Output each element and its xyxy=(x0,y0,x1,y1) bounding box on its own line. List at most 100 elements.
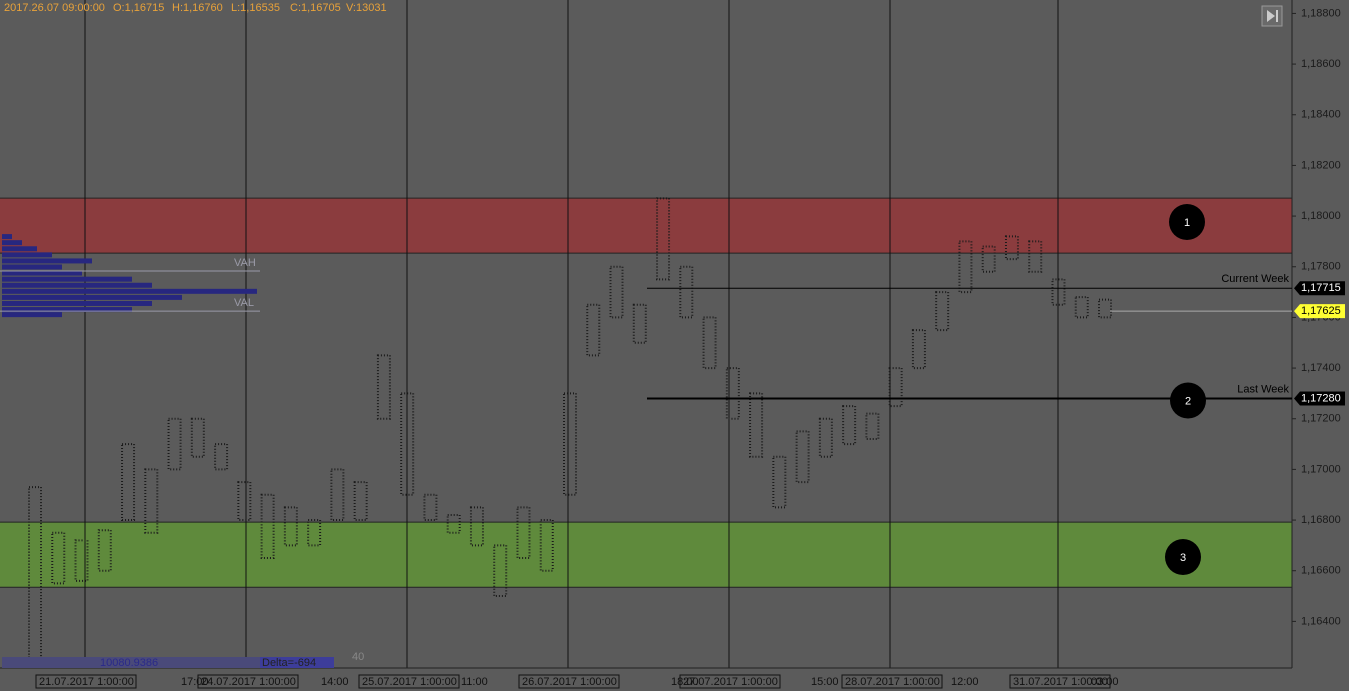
zone-marker-label: 3 xyxy=(1180,552,1186,564)
day-separators xyxy=(84,0,1059,668)
level-marker-label: 2 xyxy=(1185,395,1191,407)
profile-bar xyxy=(2,234,12,240)
price-range xyxy=(330,468,345,522)
price-range xyxy=(749,392,764,458)
x-label-box xyxy=(841,674,943,689)
price-range xyxy=(121,443,136,522)
x-tick-label: 11:00 xyxy=(461,676,488,688)
price-range xyxy=(772,455,787,509)
header-info: H:1,16760 xyxy=(172,2,223,14)
price-range xyxy=(1098,298,1112,319)
header-info: L:1,16535 xyxy=(231,2,280,14)
price-range xyxy=(307,519,322,547)
price-range xyxy=(353,481,368,522)
y-tick-label: 1,16400 xyxy=(1301,615,1341,627)
profile-bar xyxy=(2,288,257,294)
y-tick-label: 1,18200 xyxy=(1301,159,1341,171)
x-tick-label: 26.07.2017 1:00:00 xyxy=(522,676,617,688)
x-tick-label: 12:00 xyxy=(951,676,979,688)
footer-box xyxy=(260,657,334,668)
zone-marker-label: 1 xyxy=(1184,217,1190,229)
price-range xyxy=(446,513,461,534)
price-range xyxy=(214,443,229,471)
price-range xyxy=(493,544,508,598)
play-button[interactable] xyxy=(1261,5,1283,27)
price-range xyxy=(656,197,671,281)
price-range xyxy=(725,367,740,420)
x-tick-label: 14:00 xyxy=(321,676,349,688)
level-tag xyxy=(1294,281,1345,296)
header-info: V:13031 xyxy=(346,2,387,14)
x-tick-label: 15:00 xyxy=(811,676,839,688)
profile-bar xyxy=(2,264,62,270)
header-info: O:1,16715 xyxy=(113,2,164,14)
x-label-box xyxy=(679,674,781,689)
zones xyxy=(0,197,1292,588)
x-label-box xyxy=(358,674,460,689)
y-tick-label: 1,17400 xyxy=(1301,362,1341,374)
y-tick-label: 1,17000 xyxy=(1301,463,1341,475)
profile-bar xyxy=(2,240,22,246)
y-tick-label: 1,16800 xyxy=(1301,514,1341,526)
price-range xyxy=(283,506,298,547)
level-name: Last Week xyxy=(1237,383,1289,395)
y-tick-label: 1,18600 xyxy=(1301,58,1341,70)
play-icon[interactable] xyxy=(1267,10,1278,22)
y-tick-label: 1,18800 xyxy=(1301,7,1341,19)
price-range xyxy=(237,481,252,522)
price-range xyxy=(958,240,973,294)
price-range xyxy=(935,291,950,332)
price-range xyxy=(28,486,42,661)
zone xyxy=(0,198,1292,254)
level-tag-label: 1,17280 xyxy=(1301,392,1341,404)
x-tick-label: 18:00 xyxy=(671,676,699,688)
price-range xyxy=(144,468,159,534)
price-range xyxy=(74,539,89,582)
price-range xyxy=(586,303,601,357)
price-range xyxy=(423,493,438,522)
x-tick-label: 27.07.2017 1:00:00 xyxy=(683,676,778,688)
price-range xyxy=(1004,235,1019,261)
value-area-label: VAH xyxy=(234,257,256,269)
last-price-label: 1,17625 xyxy=(1301,305,1341,317)
price-range xyxy=(167,417,182,471)
footer-volume: 10080.9386 xyxy=(100,657,158,669)
footer-count: 40 xyxy=(352,651,364,663)
value-area-label: VAL xyxy=(234,297,254,309)
zone xyxy=(0,522,1292,588)
price-range xyxy=(609,265,624,319)
x-label-box xyxy=(518,674,620,689)
x-tick-label: 21.07.2017 1:00:00 xyxy=(39,676,134,688)
profile-bar xyxy=(2,258,92,264)
footer-delta: Delta=-694 xyxy=(262,657,316,669)
x-tick-label: 25.07.2017 1:00:00 xyxy=(362,676,457,688)
price-range xyxy=(818,417,833,458)
level-tag xyxy=(1294,391,1345,406)
profile-bar xyxy=(2,252,52,258)
profile-bar xyxy=(2,294,182,300)
header-info: 2017.26.07 09:00:00 xyxy=(4,2,105,14)
x-label-box xyxy=(197,674,299,689)
level-tag-label: 1,17715 xyxy=(1301,282,1341,294)
zone-marker xyxy=(1169,204,1205,240)
price-range xyxy=(260,493,275,560)
profile-bar xyxy=(2,312,62,318)
y-tick-label: 1,18400 xyxy=(1301,109,1341,121)
price-range xyxy=(51,531,66,585)
x-tick-label: 24.07.2017 1:00:00 xyxy=(201,676,296,688)
price-range xyxy=(888,367,903,408)
price-range xyxy=(563,392,577,496)
zone-marker xyxy=(1165,539,1201,575)
profile-bar xyxy=(2,270,82,276)
x-label-box xyxy=(35,674,137,689)
price-range xyxy=(376,354,391,420)
level-marker xyxy=(1170,382,1206,419)
y-tick-label: 1,17200 xyxy=(1301,413,1341,425)
y-tick-label: 1,18000 xyxy=(1301,210,1341,222)
price-range xyxy=(679,265,694,319)
price-range xyxy=(911,329,926,370)
profile-bar xyxy=(2,307,132,313)
profile-bar xyxy=(2,282,152,288)
